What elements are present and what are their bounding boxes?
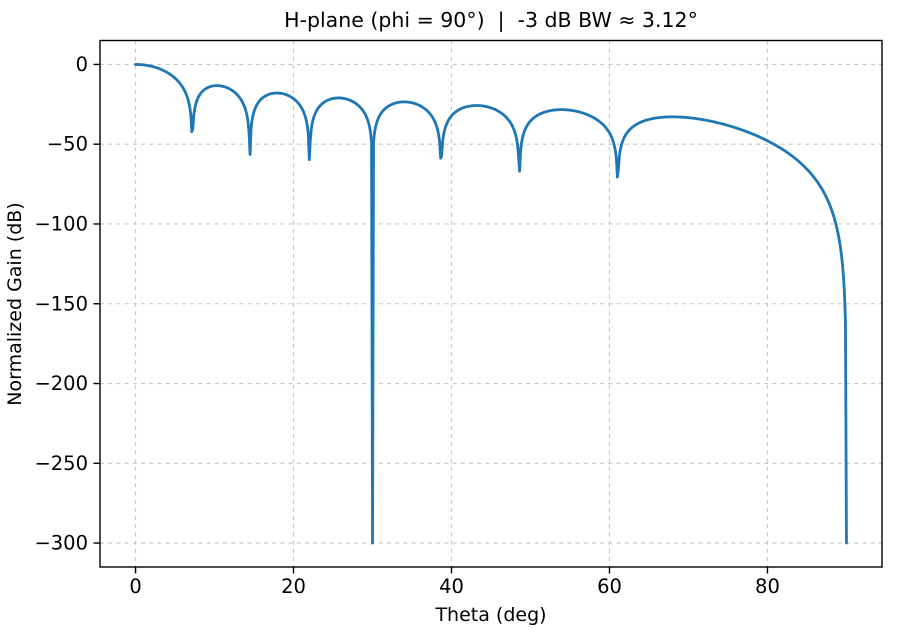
y-tick-label: −250 <box>34 452 88 475</box>
tick-labels: 0 20 40 60 80 0 −50 −100 −150 −200 −250 −300 <box>34 53 779 598</box>
gridlines <box>100 40 882 567</box>
y-tick-label: −50 <box>47 133 88 156</box>
y-tick-label: −200 <box>34 372 88 395</box>
x-tick-label: 20 <box>281 575 306 598</box>
y-tick-label: 0 <box>76 53 88 76</box>
x-tick-label: 0 <box>129 575 141 598</box>
y-tick-label: −150 <box>34 292 88 315</box>
chart-title: H-plane (phi = 90°) | -3 dB BW ≈ 3.12° <box>284 8 698 33</box>
y-tick-label: −300 <box>34 532 88 555</box>
x-axis-label: Theta (deg) <box>434 604 546 626</box>
x-tick-label: 40 <box>439 575 464 598</box>
y-tick-label: −100 <box>34 212 88 235</box>
y-axis-label: Normalized Gain (dB) <box>4 202 26 405</box>
gain-curve <box>134 63 848 545</box>
x-tick-label: 80 <box>755 575 780 598</box>
x-tick-label: 60 <box>597 575 622 598</box>
tick-marks <box>93 63 769 574</box>
